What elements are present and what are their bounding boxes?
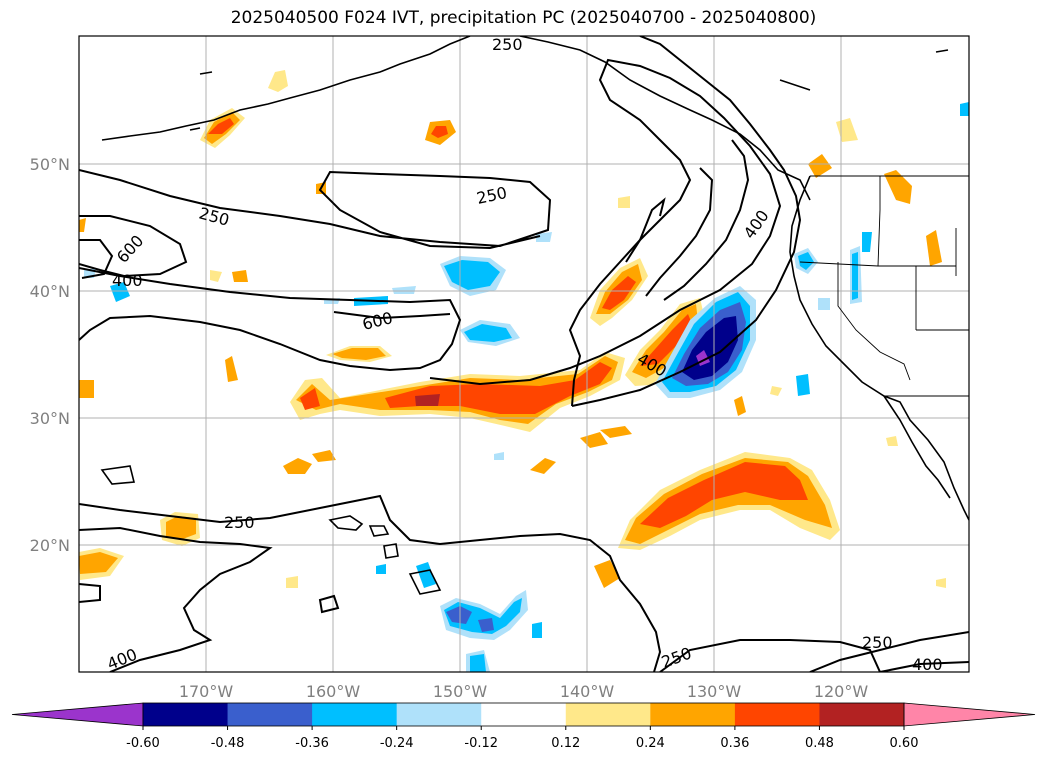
precip-fills: [79, 70, 969, 672]
plot-frame: [78, 35, 970, 673]
plot-area: [79, 36, 969, 672]
contour-label: 250: [862, 633, 893, 652]
ivt-contours: [79, 36, 969, 672]
lon-label: 160°W: [306, 682, 361, 701]
contour-label: 250: [224, 513, 255, 532]
colorbar-segment: [650, 703, 736, 726]
lon-label: 120°W: [814, 682, 869, 701]
colorbar-segment: [227, 703, 313, 726]
colorbar-tick-label: 0.48: [805, 736, 834, 751]
lon-label: 170°W: [179, 682, 234, 701]
colorbar-tick-label: 0.24: [636, 736, 665, 751]
coastlines: [100, 36, 969, 595]
colorbar-extend-high: [903, 702, 1036, 727]
lat-label: 30°N: [30, 409, 70, 428]
colorbar-tick-label: -0.60: [126, 736, 160, 751]
political-borders: [799, 175, 969, 397]
lat-label: 50°N: [30, 155, 70, 174]
colorbar-segment: [565, 703, 651, 726]
lat-label: 20°N: [30, 536, 70, 555]
colorbar-tick-label: -0.36: [295, 736, 329, 751]
colorbar-segment: [143, 703, 229, 726]
colorbar-segment: [396, 703, 482, 726]
lon-label: 150°W: [433, 682, 488, 701]
contour-label: 400: [912, 655, 943, 674]
colorbar-segment: [734, 703, 820, 726]
lon-label: 140°W: [560, 682, 615, 701]
colorbar-tick-label: 0.36: [720, 736, 749, 751]
colorbar-tick-label: 0.60: [890, 736, 919, 751]
colorbar-tick-label: -0.48: [211, 736, 245, 751]
contour-label: 250: [492, 35, 523, 54]
contour-label: 400: [112, 271, 143, 290]
colorbar-segment: [481, 703, 567, 726]
lat-label: 40°N: [30, 282, 70, 301]
colorbar: -0.60 -0.48 -0.36 -0.24 -0.12 0.12 0.24 0.36 0.4…: [11, 702, 1036, 751]
colorbar-segment: [819, 703, 905, 726]
longitude-labels: 170°W 160°W 150°W 140°W 130°W 120°W: [179, 682, 869, 701]
colorbar-tick-label: -0.12: [464, 736, 498, 751]
colorbar-tick-label: -0.24: [380, 736, 414, 751]
colorbar-extend-low: [11, 702, 144, 727]
colorbar-segment: [312, 703, 398, 726]
latitude-labels: 50°N 40°N 30°N 20°N: [30, 155, 70, 555]
colorbar-tick-label: 0.12: [551, 736, 580, 751]
map-title: 2025040500 F024 IVT, precipitation PC (2…: [230, 8, 817, 28]
lon-label: 130°W: [687, 682, 742, 701]
colorbar-frame: [142, 702, 905, 727]
